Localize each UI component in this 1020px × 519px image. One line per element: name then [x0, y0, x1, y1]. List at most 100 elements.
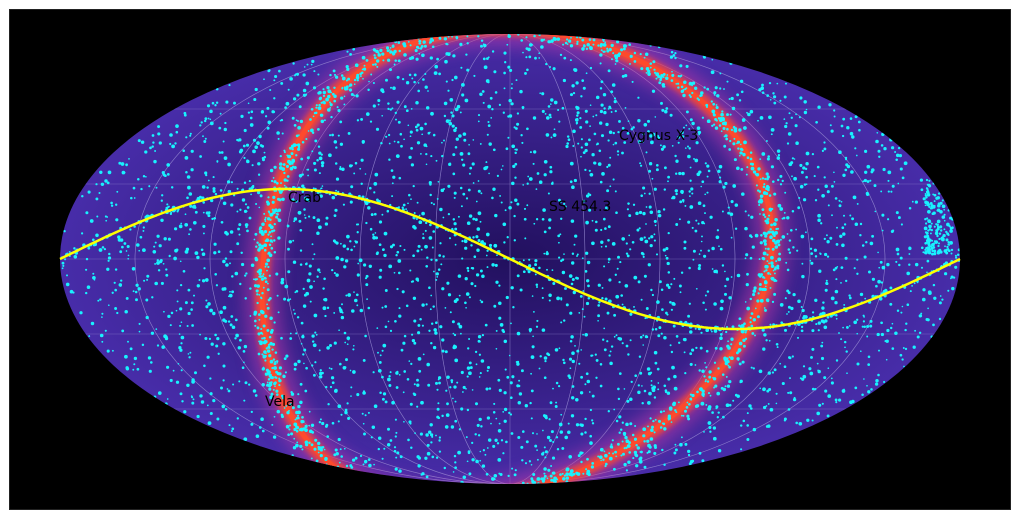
source-point	[600, 134, 605, 138]
source-point	[759, 194, 764, 198]
source-point	[148, 185, 151, 188]
source-point	[768, 339, 771, 342]
source-point	[261, 337, 264, 340]
source-point	[851, 135, 855, 139]
source-point	[528, 264, 532, 268]
source-point	[918, 314, 922, 318]
source-point	[667, 414, 671, 418]
source-point	[277, 217, 279, 220]
source-point	[875, 378, 879, 383]
source-point	[736, 166, 740, 171]
source-point	[711, 411, 714, 414]
source-point	[609, 361, 613, 366]
source-point	[315, 333, 318, 336]
source-point	[451, 114, 455, 118]
source-point	[480, 240, 484, 244]
source-point	[260, 232, 265, 236]
source-point	[550, 182, 554, 185]
source-point	[606, 165, 609, 169]
source-point	[738, 341, 743, 346]
source-point	[329, 385, 333, 389]
source-point	[218, 151, 221, 154]
source-point	[222, 379, 225, 382]
source-point	[622, 67, 625, 70]
source-point	[342, 244, 346, 248]
source-point	[630, 380, 633, 384]
source-point	[545, 251, 549, 256]
source-point	[312, 216, 316, 220]
source-point	[465, 292, 470, 296]
source-point	[587, 296, 591, 300]
source-point	[644, 239, 649, 244]
source-point	[311, 340, 315, 343]
source-point	[96, 215, 99, 218]
source-point	[481, 464, 486, 468]
source-point	[786, 142, 790, 145]
source-point	[880, 332, 885, 337]
source-point	[364, 334, 367, 338]
source-point	[549, 103, 552, 105]
source-point	[698, 133, 701, 136]
source-point	[224, 257, 228, 260]
source-point	[350, 248, 353, 252]
source-point	[230, 203, 234, 207]
source-point	[616, 40, 620, 44]
source-point	[311, 59, 315, 64]
source-point	[511, 181, 515, 186]
source-point	[381, 457, 384, 460]
source-point	[285, 354, 289, 358]
source-point	[215, 87, 219, 91]
source-point	[252, 149, 256, 154]
source-point	[333, 140, 338, 144]
source-point	[625, 422, 629, 427]
source-point	[665, 256, 669, 260]
source-point	[909, 290, 912, 293]
source-point	[516, 331, 521, 336]
source-point	[498, 388, 502, 392]
source-point	[114, 288, 117, 292]
source-point	[724, 122, 727, 126]
source-point	[263, 276, 267, 280]
source-point	[243, 181, 247, 184]
source-point	[731, 325, 735, 329]
source-point	[685, 110, 689, 114]
source-point	[631, 240, 635, 244]
source-point	[381, 90, 385, 94]
source-point	[111, 349, 114, 352]
source-point	[454, 243, 457, 246]
source-point	[649, 437, 654, 441]
source-point	[943, 208, 946, 211]
source-point	[925, 201, 927, 204]
source-point	[726, 80, 729, 83]
source-point	[381, 213, 384, 216]
source-point	[230, 181, 233, 184]
source-point	[792, 397, 797, 402]
source-point	[643, 428, 646, 430]
source-point	[352, 348, 355, 351]
source-point	[330, 367, 333, 370]
source-point	[895, 260, 898, 263]
source-point	[480, 359, 485, 363]
source-point	[890, 190, 893, 193]
source-point	[311, 150, 314, 153]
source-point	[607, 225, 611, 229]
source-point	[584, 109, 588, 113]
source-point	[778, 252, 781, 256]
source-point	[313, 70, 316, 73]
source-point	[524, 237, 527, 240]
source-point	[599, 62, 602, 65]
source-point	[328, 367, 331, 369]
source-point	[342, 365, 347, 370]
source-point	[209, 377, 212, 380]
source-point	[596, 142, 599, 146]
source-point	[254, 232, 258, 236]
source-point	[484, 453, 487, 456]
source-point	[652, 60, 656, 64]
source-point	[301, 184, 305, 188]
source-point	[257, 173, 261, 176]
source-point	[647, 69, 651, 73]
source-point	[222, 342, 226, 346]
source-point	[261, 222, 265, 227]
source-point	[500, 201, 503, 204]
source-point	[507, 474, 510, 478]
